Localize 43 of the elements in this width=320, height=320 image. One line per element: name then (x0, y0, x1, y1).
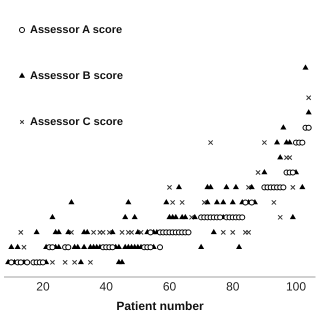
point (255, 170, 261, 176)
point (220, 230, 226, 236)
point (166, 184, 172, 190)
x-tick-label: 60 (162, 280, 176, 294)
point (271, 200, 276, 206)
x-tick-label: 100 (286, 280, 306, 294)
x-tick-label: 20 (36, 280, 50, 294)
point (106, 230, 112, 236)
point (246, 184, 252, 190)
point (138, 230, 144, 236)
legend-label: Assessor C score (30, 116, 123, 128)
point (97, 230, 103, 236)
point (284, 155, 290, 160)
point (21, 244, 27, 250)
legend-label: Assessor B score (30, 70, 123, 82)
point (68, 230, 74, 236)
point (50, 260, 56, 265)
point (230, 230, 236, 236)
x-tick-label: 80 (226, 280, 240, 294)
point (246, 230, 252, 236)
point (208, 140, 214, 146)
legend-label: Assessor A score (30, 24, 122, 36)
point (189, 214, 194, 220)
point (278, 214, 283, 220)
x-axis-title: Patient number (116, 299, 204, 314)
point (180, 200, 185, 206)
point (287, 155, 292, 160)
point (306, 95, 312, 100)
point (126, 230, 131, 236)
point (202, 200, 207, 206)
point (88, 260, 94, 265)
point (119, 230, 125, 236)
x-tick-label: 40 (100, 280, 114, 294)
point (100, 230, 106, 236)
point (128, 230, 134, 236)
point (18, 230, 24, 236)
point (242, 230, 248, 236)
point (62, 260, 68, 265)
point (262, 140, 268, 146)
point (90, 230, 96, 236)
point (170, 200, 176, 206)
point (72, 260, 78, 265)
point (290, 184, 296, 190)
